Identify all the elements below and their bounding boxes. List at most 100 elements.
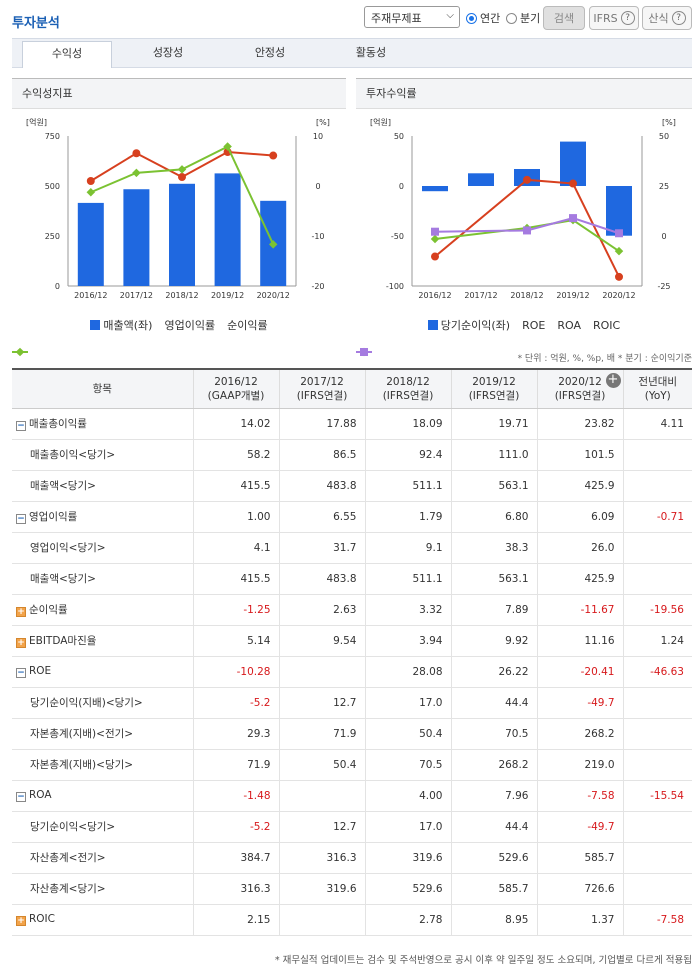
tab-activity[interactable]: 활동성 bbox=[355, 46, 387, 59]
expand-icon[interactable]: + bbox=[16, 638, 26, 648]
legend-item-net-margin[interactable]: 순이익률 bbox=[12, 317, 268, 357]
header-sub: (GAAP개별) bbox=[207, 389, 265, 402]
row-label: 매출총이익<당기> bbox=[30, 449, 116, 461]
x-tick-label: 2017/12 bbox=[464, 291, 497, 300]
legend-item-sales[interactable]: 매출액(좌) bbox=[90, 317, 152, 333]
ifrs-label: IFRS bbox=[593, 11, 618, 25]
collapse-icon[interactable]: − bbox=[16, 792, 26, 802]
legend-item-roic[interactable]: ROIC bbox=[356, 317, 620, 356]
table-row: 매출액<당기> 415.5 483.8 511.1 563.1 425.9 bbox=[12, 470, 692, 502]
collapse-icon[interactable]: − bbox=[16, 421, 26, 431]
x-tick-label: 2019/12 bbox=[211, 291, 244, 300]
value-cell bbox=[622, 687, 692, 719]
row-label: 자본총계(지배)<전기> bbox=[30, 728, 134, 740]
x-tick-label: 2016/12 bbox=[418, 291, 451, 300]
value-cell bbox=[278, 656, 365, 688]
legend-item-roa[interactable]: ROA bbox=[356, 317, 581, 357]
header-label: 2019/12 bbox=[472, 375, 516, 388]
row-label-cell[interactable]: − ROA bbox=[12, 780, 193, 812]
value-cell: 415.5 bbox=[192, 563, 279, 595]
value-cell: 44.4 bbox=[450, 811, 537, 843]
statement-select[interactable]: 주재무제표 ⌵ bbox=[364, 6, 460, 28]
value-cell: 50.4 bbox=[278, 749, 365, 781]
row-label-cell[interactable]: + ROIC bbox=[12, 904, 193, 936]
header-2020: 2020/12 (IFRS연결) + bbox=[536, 369, 623, 409]
chart-bar bbox=[214, 173, 241, 286]
table-row: 당기순이익(지배)<당기> -5.2 12.7 17.0 44.4 -49.7 bbox=[12, 687, 692, 719]
radio-annual[interactable]: 연간 bbox=[466, 10, 500, 26]
value-cell: 38.3 bbox=[450, 532, 537, 564]
row-label-cell[interactable]: − 영업이익률 bbox=[12, 501, 193, 533]
value-cell bbox=[622, 439, 692, 471]
value-cell: 8.95 bbox=[450, 904, 537, 936]
right-axis-label: [%] bbox=[316, 118, 330, 127]
table-row: − 영업이익률 1.00 6.55 1.79 6.80 6.09 -0.71 bbox=[12, 501, 692, 533]
profitability-chart: [억원] [%] 750 500 250 0 10 0 -10 -20 2016/12 2017/12… bbox=[26, 117, 330, 300]
table-row: + ROIC 2.15 2.78 8.95 1.37 -7.58 bbox=[12, 904, 692, 936]
value-cell: -20.41 bbox=[536, 656, 623, 688]
value-cell: 726.6 bbox=[536, 873, 623, 905]
search-button[interactable]: 검색 bbox=[543, 6, 585, 30]
legend-item-roe[interactable]: ROE bbox=[356, 317, 545, 355]
table-row: 영업이익<당기> 4.1 31.7 9.1 38.3 26.0 bbox=[12, 532, 692, 564]
expand-icon[interactable]: + bbox=[16, 916, 26, 926]
collapse-icon[interactable]: − bbox=[16, 668, 26, 678]
value-cell: 9.1 bbox=[364, 532, 451, 564]
tab-growth[interactable]: 성장성 bbox=[152, 46, 184, 59]
row-label-cell[interactable]: + EBITDA마진율 bbox=[12, 625, 193, 657]
profitability-chart-title: 수익성지표 bbox=[12, 79, 346, 109]
profitability-chart-panel: 수익성지표 [억원] [%] 750 500 250 0 10 0 -10 -20 2016/12 2… bbox=[12, 78, 346, 357]
formula-help-button[interactable]: 산식? bbox=[642, 6, 692, 30]
value-cell: 219.0 bbox=[536, 749, 623, 781]
bar-legend-icon bbox=[90, 320, 101, 330]
value-cell: 415.5 bbox=[192, 470, 279, 502]
value-cell: 483.8 bbox=[278, 470, 365, 502]
row-label: 당기순이익<당기> bbox=[30, 821, 116, 833]
radio-quarter-dot[interactable] bbox=[506, 12, 517, 24]
row-label-cell[interactable]: + 순이익률 bbox=[12, 594, 193, 626]
value-cell: 319.6 bbox=[364, 842, 451, 874]
row-label: 순이익률 bbox=[29, 604, 68, 616]
value-cell bbox=[622, 811, 692, 843]
left-tick-label: -50 bbox=[391, 232, 404, 241]
radio-annual-dot[interactable] bbox=[466, 12, 477, 24]
radio-quarter[interactable]: 분기 bbox=[506, 10, 540, 26]
table-row: − ROA -1.48 4.00 7.96 -7.58 -15.54 bbox=[12, 780, 692, 812]
value-cell: 26.0 bbox=[536, 532, 623, 564]
return-chart: [억원] [%] 50 0 -50 -100 50 25 0 -25 2016/12 2017/12 2… bbox=[370, 117, 676, 300]
tab-profitability[interactable]: 수익성 bbox=[22, 41, 112, 68]
data-point bbox=[132, 149, 141, 158]
tab-stability[interactable]: 안정성 bbox=[254, 46, 286, 59]
right-tick-label: 0 bbox=[315, 182, 320, 191]
value-cell: 1.79 bbox=[364, 501, 451, 533]
left-tick-label: 250 bbox=[45, 232, 60, 241]
value-cell: 9.92 bbox=[450, 625, 537, 657]
value-cell: 28.08 bbox=[364, 656, 451, 688]
value-cell: 101.5 bbox=[536, 439, 623, 471]
x-tick-label: 2016/12 bbox=[74, 291, 107, 300]
right-tick-label: 50 bbox=[659, 132, 669, 141]
row-label: 영업이익<당기> bbox=[30, 542, 106, 554]
row-label-cell[interactable]: − 매출총이익률 bbox=[12, 408, 193, 440]
ifrs-help-button[interactable]: IFRS? bbox=[589, 6, 639, 30]
right-tick-label: -20 bbox=[311, 282, 324, 291]
expand-icon[interactable]: + bbox=[16, 607, 26, 617]
add-column-icon[interactable]: + bbox=[605, 373, 621, 388]
value-cell: 2.15 bbox=[192, 904, 279, 936]
x-tick-label: 2017/12 bbox=[120, 291, 153, 300]
data-point bbox=[132, 168, 141, 178]
statement-select-value: 주재무제표 bbox=[371, 12, 422, 25]
value-cell: 111.0 bbox=[450, 439, 537, 471]
value-cell: 71.9 bbox=[278, 718, 365, 750]
left-tick-label: 500 bbox=[45, 182, 60, 191]
value-cell: 14.02 bbox=[192, 408, 279, 440]
table-row: + EBITDA마진율 5.14 9.54 3.94 9.92 11.16 1.24 bbox=[12, 625, 692, 657]
left-axis-label: [억원] bbox=[26, 117, 47, 127]
legend-item-net-income[interactable]: 당기순이익(좌) bbox=[427, 317, 510, 333]
row-label-cell[interactable]: − ROE bbox=[12, 656, 193, 688]
value-cell: 92.4 bbox=[364, 439, 451, 471]
collapse-icon[interactable]: − bbox=[16, 514, 26, 524]
header-sub: (IFRS연결) bbox=[296, 389, 348, 402]
legend-item-operating-margin[interactable]: 영업이익률 bbox=[12, 317, 215, 355]
table-row: − 매출총이익률 14.02 17.88 18.09 19.71 23.82 4.11 bbox=[12, 408, 692, 440]
